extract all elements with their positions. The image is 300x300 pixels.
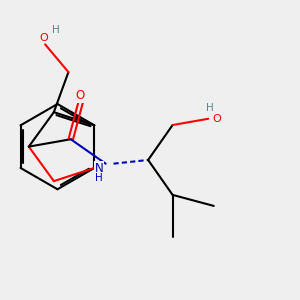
Text: O: O (213, 114, 222, 124)
Text: N: N (94, 162, 103, 175)
Text: H: H (52, 25, 60, 35)
Text: H: H (95, 173, 103, 183)
Text: O: O (75, 89, 84, 102)
Text: O: O (40, 33, 48, 43)
Text: H: H (206, 103, 213, 112)
